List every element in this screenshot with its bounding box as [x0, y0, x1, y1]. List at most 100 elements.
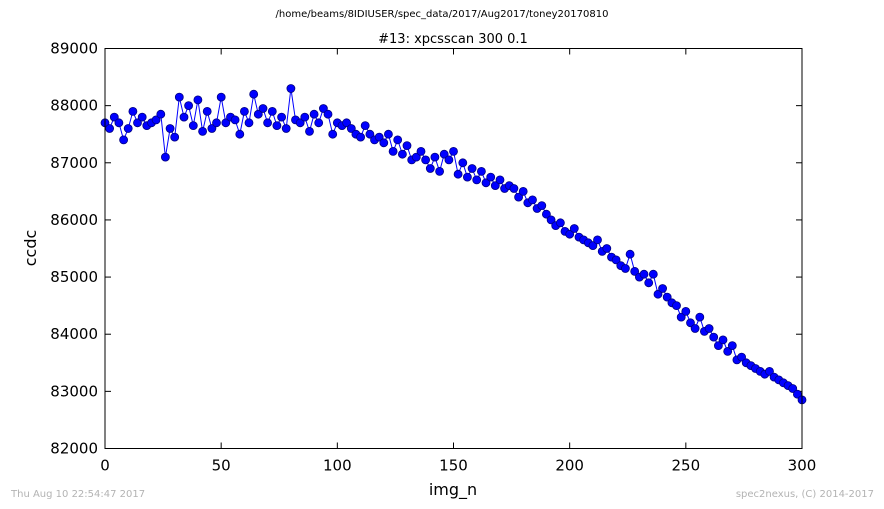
data-point: [439, 149, 449, 159]
plot-frame: [104, 48, 803, 449]
x-tick-label: 50: [212, 457, 231, 475]
data-point: [286, 84, 296, 93]
data-point: [379, 138, 389, 148]
data-point: [119, 135, 128, 145]
data-point: [239, 107, 249, 116]
data-point: [230, 115, 240, 125]
data-series: [100, 84, 807, 405]
data-point: [704, 324, 714, 333]
data-point: [360, 121, 370, 130]
data-point: [277, 112, 287, 122]
x-tick-label: 250: [672, 457, 701, 475]
data-point: [542, 209, 551, 219]
data-point: [537, 201, 547, 211]
data-point: [318, 104, 328, 113]
data-point: [170, 132, 180, 142]
data-point: [644, 278, 654, 288]
data-point: [737, 352, 746, 362]
y-tick-label: 83000: [50, 382, 98, 400]
data-point: [481, 178, 491, 188]
data-point: [309, 109, 319, 119]
x-tick-label: 150: [439, 457, 468, 475]
data-point: [300, 112, 310, 122]
data-point: [416, 146, 426, 156]
data-point: [495, 175, 505, 185]
data-point: [160, 152, 170, 162]
data-point: [462, 172, 472, 182]
data-point: [686, 318, 695, 328]
data-point: [165, 124, 175, 133]
data-point: [714, 341, 723, 351]
data-point: [258, 104, 268, 113]
data-point: [393, 135, 403, 145]
data-point: [681, 306, 691, 316]
credit: spec2nexus, (C) 2014-2017: [735, 489, 874, 500]
data-point: [198, 126, 208, 136]
data-point: [662, 292, 672, 302]
data-point: [625, 249, 635, 259]
data-point: [133, 118, 142, 128]
data-point: [588, 241, 598, 251]
data-point: [421, 155, 431, 165]
data-point: [356, 132, 366, 142]
data-point: [128, 107, 138, 116]
data-point: [235, 129, 245, 139]
data-point: [188, 121, 198, 130]
data-point: [690, 324, 700, 333]
data-point: [411, 152, 421, 162]
data-point: [267, 107, 277, 116]
data-point: [374, 132, 384, 142]
y-tick-label: 89000: [50, 40, 98, 58]
data-point: [621, 264, 630, 273]
data-point: [109, 112, 119, 122]
data-point: [565, 229, 575, 239]
data-point: [593, 235, 602, 245]
data-point: [658, 284, 667, 293]
x-axis-label: img_n: [429, 480, 477, 500]
data-point: [137, 112, 147, 122]
data-point: [123, 124, 133, 133]
x-tick-label: 300: [788, 457, 817, 475]
data-point: [216, 92, 226, 102]
timestamp: Thu Aug 10 22:54:47 2017: [11, 489, 146, 500]
data-point: [342, 118, 352, 128]
data-point: [383, 129, 393, 139]
data-point: [388, 146, 398, 156]
data-point: [467, 164, 477, 173]
data-point: [184, 101, 194, 110]
data-point: [765, 366, 774, 376]
data-point: [249, 89, 259, 99]
data-point: [509, 184, 519, 193]
data-point: [528, 195, 537, 205]
data-point: [458, 158, 468, 168]
data-point: [314, 118, 324, 128]
data-point: [253, 109, 263, 119]
data-point: [272, 121, 282, 130]
data-point: [435, 166, 445, 176]
x-tick-label: 200: [555, 457, 584, 475]
data-point: [472, 175, 482, 185]
data-point: [648, 269, 658, 279]
data-point: [611, 255, 621, 265]
data-point: [453, 169, 463, 179]
x-tick-label: 0: [100, 457, 110, 475]
y-tick-label: 84000: [50, 325, 98, 343]
data-point: [281, 124, 291, 133]
data-point: [723, 346, 733, 356]
data-point: [727, 341, 737, 351]
data-point: [556, 218, 565, 228]
data-point: [207, 124, 217, 133]
data-point: [695, 312, 705, 322]
data-point: [397, 149, 407, 159]
data-point: [514, 192, 523, 202]
y-tick-label: 86000: [50, 211, 98, 229]
series-line: [104, 88, 803, 401]
y-tick-label: 88000: [50, 97, 98, 115]
data-point: [346, 124, 356, 133]
figure-suptitle: /home/beams/8IDIUSER/spec_data/2017/Aug2…: [275, 9, 609, 20]
data-point: [518, 186, 528, 196]
data-point: [263, 118, 273, 128]
data-point: [718, 335, 728, 345]
data-point: [630, 266, 640, 276]
